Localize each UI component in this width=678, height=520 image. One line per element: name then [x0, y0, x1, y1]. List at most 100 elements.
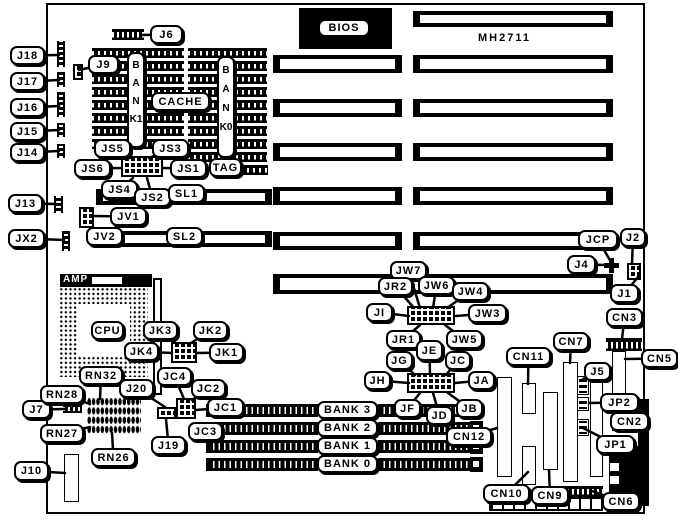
cn3-connector	[606, 338, 642, 351]
cn9-header	[543, 392, 558, 470]
callout-tag: TAG	[209, 158, 242, 177]
callout-cn12: CN12	[446, 427, 492, 446]
callout-jb: JB	[456, 399, 483, 418]
cache-bank1-label: BANK1	[127, 52, 145, 148]
j2-connector	[627, 263, 641, 280]
expansion-slot	[273, 187, 402, 205]
callout-cn7: CN7	[553, 332, 589, 351]
j4-jumper	[604, 258, 619, 273]
jk-jumper-block	[171, 342, 197, 363]
j16-connector	[57, 92, 65, 117]
callout-cn2: CN2	[610, 412, 649, 431]
callout-js3: JS3	[152, 139, 189, 158]
jp2-header	[577, 397, 589, 411]
j6-connector	[112, 29, 144, 40]
callout-bank-3: BANK 3	[317, 401, 378, 419]
cn7-header	[563, 362, 578, 482]
simm-latch-left	[206, 440, 215, 453]
callout-bank-1: BANK 1	[317, 437, 378, 455]
callout-cn3: CN3	[606, 308, 643, 327]
cn10-header	[522, 446, 536, 485]
callout-js6: JS6	[74, 159, 111, 178]
callout-jv2: JV2	[86, 227, 123, 246]
callout-rn32: RN32	[79, 366, 123, 385]
callout-jh: JH	[364, 371, 391, 390]
amp-latch	[92, 277, 122, 284]
cpu-socket	[59, 287, 148, 377]
j9-connector	[73, 64, 83, 80]
callout-jcp: JCP	[578, 230, 618, 249]
callout-jc3: JC3	[188, 422, 223, 441]
j17-connector	[57, 72, 65, 87]
callout-j9: J9	[88, 55, 119, 74]
simm-latch-right	[470, 457, 483, 472]
callout-rn27: RN27	[40, 424, 84, 443]
callout-cn9: CN9	[531, 486, 569, 505]
callout-bios: BIOS	[318, 19, 370, 37]
j20-jumper-block	[157, 407, 176, 419]
callout-cache: CACHE	[151, 92, 210, 111]
callout-jp2: JP2	[600, 393, 639, 412]
callout-j6: J6	[150, 25, 183, 44]
callout-jw4: JW4	[452, 282, 489, 301]
callout-jk4: JK4	[124, 342, 159, 361]
callout-j17: J17	[10, 72, 45, 91]
jp1-header	[577, 419, 589, 436]
expansion-slot	[273, 55, 402, 73]
callout-jw3: JW3	[468, 304, 507, 323]
expansion-slot	[413, 232, 609, 250]
callout-bank-0: BANK 0	[317, 455, 378, 473]
callout-ji: JI	[366, 303, 393, 322]
expansion-slot	[413, 55, 613, 73]
callout-j1: J1	[610, 284, 639, 303]
simm-socket	[213, 422, 318, 435]
cache-bank0-label: BANK0	[217, 56, 235, 158]
j10-header	[64, 454, 79, 502]
callout-js1: JS1	[170, 159, 207, 178]
callout-j13: J13	[8, 194, 43, 213]
callout-jk2: JK2	[193, 321, 228, 340]
board-model-silkscreen: MH2711	[478, 32, 531, 44]
callout-cn11: CN11	[506, 347, 551, 366]
je-jumper-block	[407, 373, 455, 393]
callout-cn6: CN6	[602, 492, 640, 511]
expansion-slot	[413, 187, 613, 205]
callout-js5: JS5	[94, 139, 131, 158]
j7-connector	[63, 405, 82, 413]
j14-connector	[57, 144, 65, 158]
expansion-slot	[273, 232, 402, 250]
callout-j14: J14	[10, 143, 45, 162]
callout-j5: J5	[584, 362, 611, 381]
cn12-header	[497, 377, 512, 477]
simm-socket	[378, 458, 470, 471]
j18-connector	[57, 41, 65, 67]
amp-label: AMP	[63, 274, 89, 285]
cache-chip-row	[188, 48, 267, 58]
callout-je: JE	[416, 340, 443, 361]
cn6-connector	[537, 486, 603, 497]
callout-jk1: JK1	[209, 343, 244, 362]
callout-sl1: SL1	[168, 184, 205, 203]
callout-jc2: JC2	[191, 379, 226, 398]
jw-jumper-block	[407, 306, 455, 325]
cache-chip-row	[241, 165, 268, 175]
callout-j10: J10	[14, 461, 49, 481]
j13-connector	[54, 196, 63, 213]
callout-sl2: SL2	[166, 227, 203, 246]
callout-js4: JS4	[101, 180, 138, 199]
amp-socket-handle: AMP	[60, 274, 152, 287]
cn11-header	[522, 383, 536, 414]
callout-j15: J15	[10, 122, 45, 141]
callout-jv1: JV1	[110, 207, 147, 226]
callout-bank-2: BANK 2	[317, 419, 378, 437]
callout-cn5: CN5	[641, 349, 678, 368]
callout-jc: JC	[445, 351, 471, 370]
callout-jw5: JW5	[446, 330, 483, 349]
callout-j4: J4	[567, 255, 596, 274]
keyboard-connector-notch	[610, 463, 619, 471]
expansion-slot	[273, 143, 402, 161]
callout-cn10: CN10	[483, 484, 530, 503]
jx2-connector	[62, 231, 70, 251]
callout-jc1: JC1	[207, 398, 244, 417]
callout-j20: J20	[119, 379, 154, 398]
